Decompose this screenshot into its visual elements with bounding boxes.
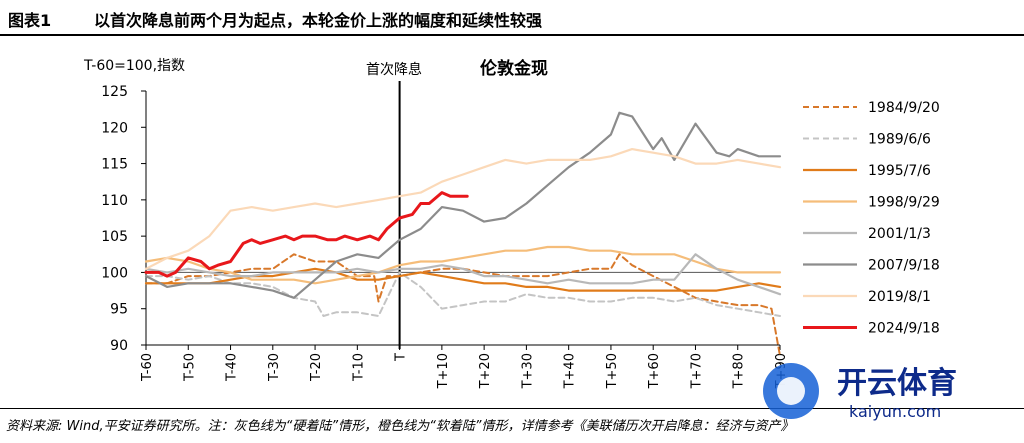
y-tick-label: 125 bbox=[101, 84, 128, 100]
series-line-2001-1-3 bbox=[144, 253, 782, 296]
y-tick-label: 115 bbox=[101, 157, 128, 173]
x-tick-label: T-20 bbox=[309, 353, 324, 382]
series-layer bbox=[144, 111, 782, 357]
series-line-1989-6-6 bbox=[145, 271, 781, 317]
x-tick-label: T+40 bbox=[563, 353, 578, 389]
series-line-1998-9-29 bbox=[144, 245, 782, 285]
x-tick-label: T+90 bbox=[774, 353, 789, 389]
x-tick-label: T+50 bbox=[605, 353, 620, 389]
legend-label-1989-6-6: 1989/6/6 bbox=[868, 132, 931, 148]
x-tick-label: T-60 bbox=[140, 353, 155, 382]
figure-label: 图表1 bbox=[8, 11, 52, 30]
legend-label-1984-9-20: 1984/9/20 bbox=[868, 100, 940, 116]
y-tick-label: 105 bbox=[101, 229, 128, 245]
x-tick-label: T-10 bbox=[351, 353, 366, 382]
x-tick-label: T+10 bbox=[436, 353, 451, 389]
x-tick-label: T+70 bbox=[689, 353, 704, 389]
x-tick-label: T+20 bbox=[478, 353, 493, 389]
figure-footer: 资料来源: Wind,平安证券研究所。注：灰色线为“硬着陆”情形，橙色线为“软着… bbox=[0, 408, 1024, 443]
y-tick-label: 90 bbox=[110, 338, 128, 354]
x-tick-label: T-40 bbox=[225, 353, 240, 382]
y-tick-label: 100 bbox=[101, 265, 128, 281]
y-tick-label: 95 bbox=[110, 302, 128, 318]
x-tick-label: T+60 bbox=[647, 353, 662, 389]
figure-header: 图表1 以首次降息前两个月为起点，本轮金价上涨的幅度和延续性较强 bbox=[0, 0, 1024, 36]
legend-label-1998-9-29: 1998/9/29 bbox=[868, 195, 940, 211]
axes: 90 95 100 105 110 115 120 125 T-60 T-50 T-40 T-30 T-… bbox=[101, 81, 789, 389]
x-tick-label: T-30 bbox=[267, 353, 282, 382]
legend-label-2019-8-1: 2019/8/1 bbox=[868, 289, 931, 305]
reference-line-label: 首次降息 bbox=[366, 61, 422, 78]
source-note: 资料来源: Wind,平安证券研究所。注：灰色线为“硬着陆”情形，橙色线为“软着… bbox=[6, 419, 794, 434]
series-line-2024-9-18 bbox=[144, 191, 469, 278]
legend-label-2001-1-3: 2001/1/3 bbox=[868, 226, 931, 242]
legend: 1984/9/20 1989/6/6 1995/7/6 1998/9/29 2001/1… bbox=[803, 100, 940, 337]
y-tick-label: 120 bbox=[101, 120, 128, 136]
y-axis-label: T-60=100,指数 bbox=[83, 58, 185, 74]
x-tick-label: T+30 bbox=[520, 353, 535, 389]
gold-price-chart: 90 95 100 105 110 115 120 125 T-60 T-50 T-40 T-30 T-… bbox=[83, 58, 940, 389]
header-rule bbox=[0, 34, 1024, 36]
series-line-2019-8-1 bbox=[144, 147, 782, 270]
chart-title: 伦敦金现 bbox=[480, 58, 548, 79]
series-line-2007-9-18 bbox=[144, 111, 782, 299]
x-tick-label: T-50 bbox=[182, 353, 197, 382]
legend-label-1995-7-6: 1995/7/6 bbox=[868, 163, 931, 179]
x-tick-label: T+80 bbox=[732, 353, 747, 389]
legend-label-2007-9-18: 2007/9/18 bbox=[868, 258, 940, 274]
y-tick-label: 110 bbox=[101, 193, 128, 209]
x-tick-label: T bbox=[394, 353, 409, 362]
legend-label-2024-9-18: 2024/9/18 bbox=[868, 321, 940, 337]
figure-title: 以首次降息前两个月为起点，本轮金价上涨的幅度和延续性较强 bbox=[94, 11, 543, 30]
